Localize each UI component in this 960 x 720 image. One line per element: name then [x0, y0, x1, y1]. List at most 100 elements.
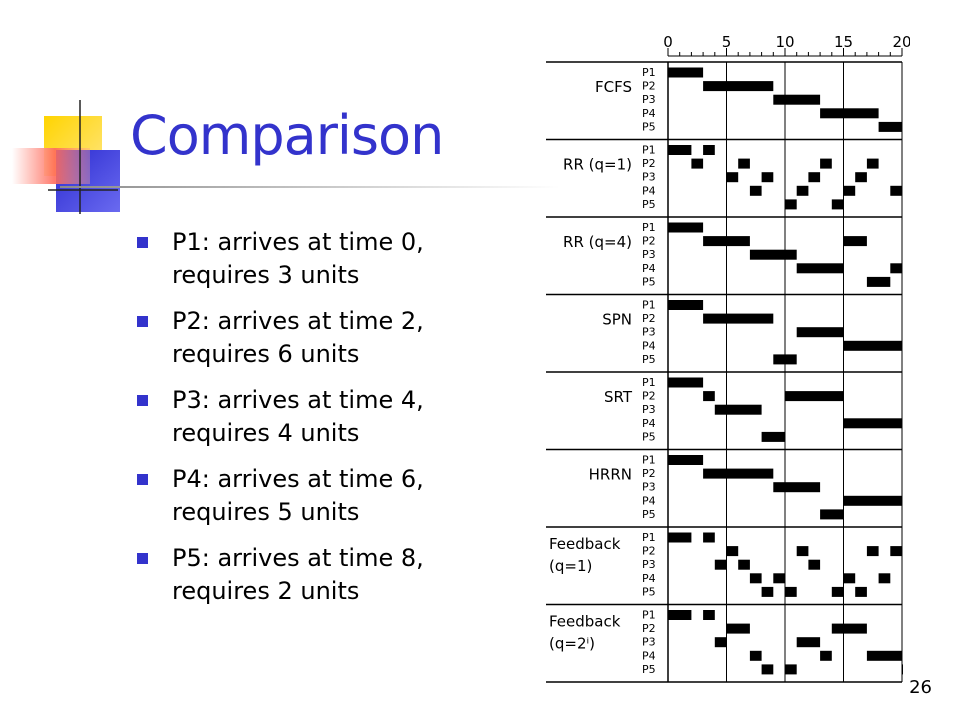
bullet-list: P1: arrives at time 0, requires 3 units … [136, 226, 556, 621]
schedule-bar [691, 158, 704, 169]
process-label: P5 [642, 508, 656, 521]
schedule-bar [726, 172, 739, 183]
process-label: P2 [642, 390, 656, 403]
x-tick-label: 15 [834, 36, 853, 51]
process-label: P5 [642, 353, 656, 366]
schedule-bar [668, 377, 704, 388]
schedule-bar [843, 573, 856, 584]
process-label: P3 [642, 403, 656, 416]
schedule-bar [726, 546, 739, 557]
schedule-bar [668, 67, 704, 78]
schedule-bar [890, 263, 902, 274]
schedule-bar [749, 650, 762, 661]
schedule-bar [785, 199, 797, 210]
schedule-bar [820, 158, 832, 169]
schedule-bar [773, 354, 797, 365]
schedule-bar [668, 455, 704, 465]
schedule-bar [785, 391, 844, 402]
process-label: P5 [642, 198, 656, 211]
schedule-bar [668, 610, 692, 620]
process-label: P3 [642, 171, 656, 184]
process-label: P3 [642, 481, 656, 494]
x-tick-label: 20 [892, 36, 910, 51]
policy-label: (q=1) [549, 557, 592, 575]
schedule-bar [890, 546, 902, 557]
process-label: P2 [642, 312, 656, 325]
process-label: P1 [642, 531, 656, 544]
process-label: P4 [642, 494, 656, 507]
process-label: P4 [642, 417, 656, 430]
policy-label: Feedback [549, 613, 621, 631]
schedule-bar [761, 172, 774, 183]
schedule-bar [668, 300, 704, 310]
bullet-line: P3: arrives at time 4, [172, 386, 424, 414]
schedule-bar [890, 185, 902, 196]
process-label: P5 [642, 430, 656, 443]
schedule-bar [866, 276, 891, 287]
policy-label: RR (q=1) [563, 156, 632, 174]
schedule-bar [831, 623, 867, 634]
schedule-bar [726, 623, 750, 634]
process-label: P4 [642, 184, 656, 197]
schedule-bar [703, 313, 774, 324]
process-label: P4 [642, 572, 656, 585]
schedule-bar [668, 145, 692, 155]
bullet-marker [137, 553, 148, 564]
process-label: P2 [642, 622, 656, 635]
bullet-marker [137, 395, 148, 406]
process-label: P5 [642, 663, 656, 676]
schedule-bar [738, 158, 750, 169]
process-label: P1 [642, 609, 656, 622]
bullet-line: P1: arrives at time 0, [172, 228, 424, 256]
schedule-bar [843, 236, 867, 247]
schedule-bar [843, 340, 902, 351]
schedule-bar [855, 586, 867, 597]
schedule-bar [761, 664, 774, 675]
bullet-marker [137, 237, 148, 248]
schedule-bar [749, 249, 797, 260]
schedule-bar [820, 650, 832, 661]
process-label: P1 [642, 299, 656, 312]
process-label: P1 [642, 221, 656, 234]
slide-title: Comparison [130, 104, 444, 167]
schedule-bar [703, 532, 715, 543]
schedule-bar [855, 172, 867, 183]
schedule-bar [820, 509, 844, 520]
schedule-bar [796, 327, 844, 338]
policy-label: RR (q=4) [563, 233, 632, 251]
process-label: P4 [642, 262, 656, 275]
policy-label: SPN [602, 311, 632, 329]
schedule-bar [808, 559, 821, 570]
schedule-bar [796, 185, 809, 196]
policy-label: FCFS [595, 78, 632, 96]
process-label: P3 [642, 558, 656, 571]
bullet-item: P1: arrives at time 0, requires 3 units [136, 226, 556, 292]
process-label: P1 [642, 144, 656, 157]
schedule-bar [749, 185, 762, 196]
bullet-item: P2: arrives at time 2, requires 6 units [136, 305, 556, 371]
process-label: P2 [642, 235, 656, 248]
schedule-bar [773, 94, 821, 105]
schedule-bar [796, 263, 844, 274]
schedule-bar [843, 495, 902, 506]
decorative-logo [12, 100, 120, 214]
process-label: P2 [642, 545, 656, 558]
page-number: 26 [909, 677, 932, 698]
process-label: P1 [642, 66, 656, 79]
schedule-bar [831, 199, 844, 210]
schedule-bar [668, 532, 692, 543]
bullet-line: requires 4 units [172, 419, 360, 447]
schedule-bar [773, 573, 785, 584]
process-label: P4 [642, 649, 656, 662]
schedule-bar [773, 482, 821, 493]
process-label: P4 [642, 107, 656, 120]
bullet-item: P4: arrives at time 6, requires 5 units [136, 463, 556, 529]
schedule-bar [714, 404, 762, 415]
policy-label: (q=2ⁱ) [549, 635, 595, 653]
schedule-bar [703, 610, 715, 620]
process-label: P2 [642, 157, 656, 170]
schedule-bar [831, 586, 844, 597]
policy-label: HRRN [589, 466, 632, 484]
schedule-bar [843, 185, 856, 196]
bullet-line: P2: arrives at time 2, [172, 307, 424, 335]
